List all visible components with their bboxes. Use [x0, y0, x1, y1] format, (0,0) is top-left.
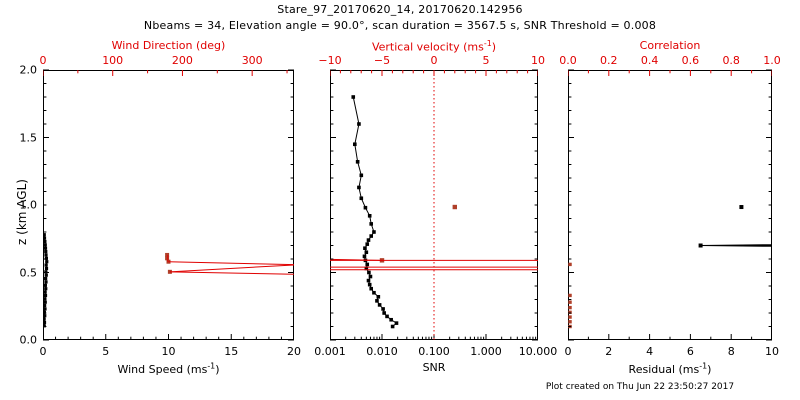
top-tick-label: 10	[531, 54, 545, 67]
panel-wind-plotarea	[43, 70, 294, 340]
plot-timestamp: Plot created on Thu Jun 22 23:50:27 2017	[545, 382, 735, 392]
top-tick-label: 0.6	[681, 54, 700, 67]
panel-residual-svg	[568, 70, 772, 340]
panel-snr: −10 −5 0 5 10 Vertical velocity (ms-1) 0…	[314, 39, 557, 374]
top-tick-label: −10	[318, 54, 342, 67]
top-tick-label: 0.2	[600, 54, 618, 67]
bottom-tick-label: 0.001	[314, 345, 346, 358]
panel-snr-top-axis-title: Vertical velocity (ms-1)	[371, 39, 497, 54]
panel-wind-data	[43, 233, 294, 328]
bottom-tick-label: 10	[161, 345, 176, 358]
panel-residual-top-tick-labels: 0.0 0.2 0.4 0.6 0.8 1.0	[559, 54, 781, 67]
panel-wind-top-axis-title: Wind Direction (deg)	[111, 39, 226, 52]
panel-residual: 0.0 0.2 0.4 0.6 0.8 1.0 Correlation 0 2 …	[559, 39, 781, 376]
top-tick-label: 5	[482, 54, 490, 67]
panel-snr-ticks	[330, 70, 538, 340]
top-tick-label: −5	[373, 54, 391, 67]
bottom-tick-label: 8	[727, 345, 735, 358]
y-tick-label: 0.5	[19, 266, 38, 279]
bottom-tick-label: 6	[686, 345, 694, 358]
top-tick-label: 300	[241, 54, 263, 67]
panel-wind-bottom-axis-title: Wind Speed (ms-1)	[43, 361, 294, 376]
bottom-tick-label: 2	[605, 345, 613, 358]
panel-residual-ticks	[568, 70, 772, 340]
panel-wind-ticks	[43, 70, 294, 340]
bottom-tick-label: 0.010	[366, 345, 398, 358]
panel-wind-svg	[43, 70, 294, 340]
figure-subtitle: Nbeams = 34, Elevation angle = 90.0°, sc…	[143, 19, 657, 32]
bottom-tick-label: 10	[765, 345, 779, 358]
bottom-tick-label: 4	[646, 345, 654, 358]
y-tick-label: 2.0	[19, 63, 38, 77]
y-axis-title: z (km AGL)	[15, 179, 29, 245]
panel-snr-bottom-axis-title: SNR	[422, 361, 446, 374]
bottom-tick-label: 0	[39, 345, 47, 358]
panel-wind-bottom-tick-labels: 0 5 10 15 20	[39, 345, 302, 358]
axis-title-text: Residual (ms-1)	[628, 361, 712, 376]
panel-wind: 0 100 200 300 Wind Direction (deg) 0 5 1…	[40, 39, 302, 376]
panel-snr-svg	[330, 70, 538, 340]
panel-wind-top-tick-labels: 0 100 200 300	[39, 54, 294, 67]
axis-title-text: Wind Speed (ms-1)	[117, 361, 220, 376]
panel-residual-bottom-axis-title: Residual (ms-1)	[568, 361, 772, 376]
panel-snr-data	[330, 70, 538, 340]
top-tick-label: 0	[430, 54, 438, 67]
panel-snr-bottom-tick-labels: 0.001 0.010 0.100 1.000 10.000	[314, 345, 557, 358]
bottom-tick-label: 1.000	[470, 345, 502, 358]
bottom-tick-label: 10.000	[518, 345, 558, 358]
y-tick-label: 0.0	[19, 333, 38, 347]
top-tick-label: 0	[39, 54, 47, 67]
panel-residual-top-axis-title: Correlation	[639, 39, 701, 52]
bottom-tick-label: 15	[224, 345, 239, 358]
top-tick-label: 0.0	[559, 54, 577, 67]
y-tick-label: 1.0	[19, 198, 38, 212]
top-tick-label: 200	[171, 54, 193, 67]
bottom-tick-label: 20	[287, 345, 301, 358]
bottom-tick-label: 5	[102, 345, 110, 358]
panel-residual-bottom-tick-labels: 0 2 4 6 8 10	[564, 345, 780, 358]
y-tick-label: 1.5	[19, 131, 38, 144]
top-tick-label: 0.4	[640, 54, 659, 67]
panel-snr-top-tick-labels: −10 −5 0 5 10	[318, 54, 545, 67]
panel-residual-data	[568, 205, 772, 329]
figure-title: Stare_97_20170620_14, 20170620.142956	[277, 3, 523, 16]
bottom-tick-label: 0.100	[418, 345, 450, 358]
panel-snr-plotarea	[330, 70, 538, 340]
top-tick-label: 100	[102, 54, 124, 67]
top-tick-label: 0.8	[722, 54, 740, 67]
top-tick-label: 1.0	[763, 54, 781, 67]
panel-residual-plotarea	[568, 70, 772, 340]
bottom-tick-label: 0	[564, 345, 572, 358]
